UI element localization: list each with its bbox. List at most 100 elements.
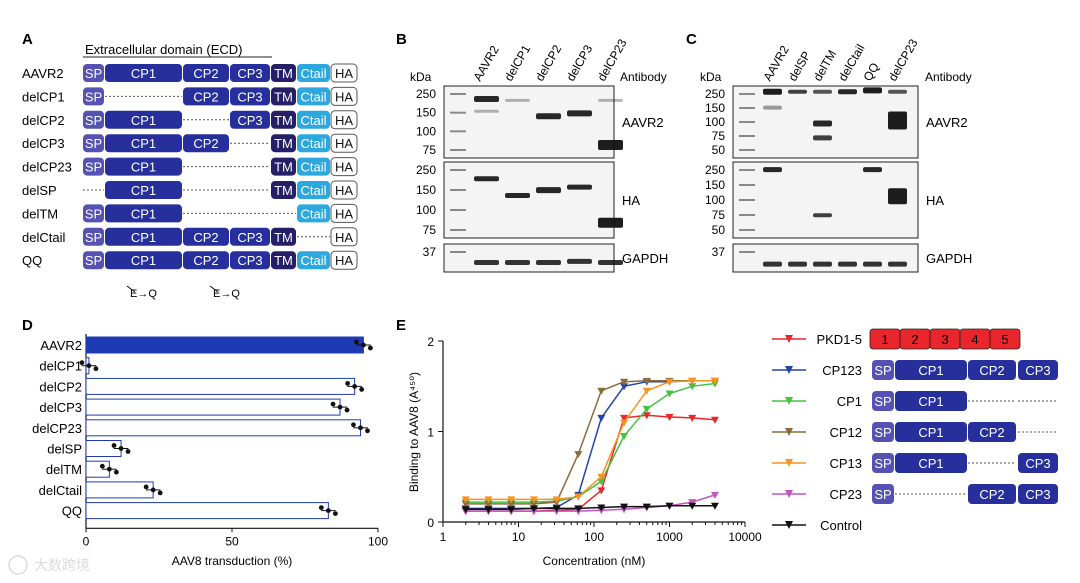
- replicate-dot: [111, 443, 117, 448]
- transduction-chart: 0 50 100 AAVR2 delCP1 delCP2 delCP3 delCP23 delS…: [32, 334, 388, 548]
- protein-band: [813, 89, 832, 94]
- data-point: [688, 499, 697, 507]
- blot-membrane: [732, 243, 919, 273]
- domain-ha-label: HA: [335, 160, 353, 175]
- legend-marker: [785, 490, 793, 498]
- blot-GAPDH: GAPDH 37: [423, 243, 668, 273]
- legend-domain: [1018, 484, 1058, 504]
- legend-domain-label: SP: [874, 363, 891, 378]
- domain-cp2: [183, 64, 229, 82]
- domain-cp1: [105, 64, 182, 82]
- replicate-dot: [344, 407, 350, 413]
- domain-cp2-label: CP2: [193, 253, 218, 268]
- domain-ha-label: HA: [335, 230, 353, 245]
- data-point: [597, 478, 606, 486]
- mw-marker: 150: [416, 183, 436, 197]
- domain-cp2: [183, 134, 229, 153]
- domain-sp-label: SP: [85, 66, 102, 81]
- data-point: [507, 506, 516, 514]
- legend-label: CP12: [829, 425, 862, 440]
- domain-cp1: [105, 181, 182, 199]
- lane-label-delTM: delTM: [810, 48, 839, 84]
- data-point: [597, 473, 606, 481]
- data-point: [710, 377, 719, 385]
- y-tick-label: 0: [427, 516, 434, 530]
- construct-name: delCP3: [22, 136, 65, 151]
- bar-AAVR2: [85, 336, 364, 354]
- series-line: [465, 380, 715, 501]
- legend-marker: [785, 397, 793, 405]
- blot-antibody-label: GAPDH: [622, 251, 668, 266]
- protein-band: [788, 261, 807, 267]
- data-point: [552, 505, 561, 513]
- blot-antibody-label: HA: [622, 193, 640, 208]
- replicate-dot: [332, 511, 338, 516]
- pkd-domain-label: 4: [971, 332, 978, 347]
- replicate-dot: [345, 381, 351, 386]
- domain-ctail: [297, 64, 330, 82]
- data-point: [642, 503, 651, 511]
- domain-ha: [330, 86, 358, 106]
- replicate-dot: [330, 401, 336, 407]
- construct-row-delCP3: delCP3 SP CP1 CP2 TM Ctail HA: [22, 133, 358, 153]
- domain-ha: [330, 133, 358, 153]
- protein-band: [474, 259, 499, 265]
- replicate-dot: [113, 469, 119, 475]
- domain-ha-label: HA: [335, 206, 353, 221]
- legend-domain: [872, 360, 894, 380]
- legend-label: CP13: [829, 456, 862, 471]
- mw-marker: 75: [423, 223, 437, 237]
- protein-band: [474, 176, 499, 182]
- protein-band: [505, 98, 530, 102]
- series-CP123: [461, 377, 719, 513]
- data-point: [507, 500, 516, 508]
- domain-sp-label: SP: [85, 206, 102, 221]
- protein-band: [505, 192, 530, 198]
- pkd-domain-label: 1: [881, 332, 888, 347]
- domain-cp2-label: CP2: [193, 230, 218, 245]
- domain-ctail: [297, 181, 330, 199]
- x-tick-label: 1: [440, 530, 447, 544]
- protein-band: [567, 184, 592, 190]
- data-point: [665, 378, 674, 386]
- protein-band: [598, 259, 623, 265]
- blot-antibody-label: AAVR2: [622, 115, 664, 130]
- domain-cp1-label: CP1: [131, 136, 156, 151]
- x-tick-label: 0: [83, 534, 90, 548]
- legend-domain-label: CP2: [979, 363, 1004, 378]
- domain-cp3-label: CP3: [237, 89, 262, 104]
- legend-domain: [968, 360, 1016, 380]
- panel-b-lanes: AAVR2 delCP1 delCP2 delCP3 delCP23: [470, 36, 629, 83]
- panel-b-blots: AAVR2 250 150 100 75 HA 250 150 100 75 GAPDH 37: [416, 85, 668, 273]
- blot-membrane: [443, 85, 615, 159]
- watermark-text: 大数跨境: [34, 557, 90, 573]
- panel-e-label: E: [396, 317, 406, 334]
- mw-marker: 75: [423, 143, 437, 157]
- data-point: [507, 496, 516, 504]
- protein-band: [813, 261, 832, 267]
- panel-d-label: D: [22, 317, 33, 334]
- legend-item-CP12: CP12 SP CP1 CP2: [772, 422, 1058, 442]
- legend-marker: [785, 428, 793, 436]
- bar-category-label: delCP1: [39, 359, 82, 374]
- construct-row-delCtail: delCtail SP CP1 CP2 CP3 TM HA: [22, 227, 358, 247]
- protein-band: [863, 167, 882, 173]
- domain-sp-label: SP: [85, 230, 102, 245]
- domain-sp-label: SP: [85, 160, 102, 175]
- domain-cp1-label: CP1: [131, 206, 156, 221]
- protein-band: [567, 258, 592, 264]
- mw-marker: 250: [705, 87, 725, 101]
- legend-marker: [785, 335, 793, 343]
- protein-band: [536, 113, 561, 120]
- replicate-dot: [318, 505, 324, 510]
- bar-category-label: delCP3: [39, 400, 82, 415]
- x-tick-label: 10000: [728, 530, 762, 544]
- domain-rows: AAVR2 SP CP1 CP2 CP3 TM Ctail HA delCP1 SP CP2 CP3 T…: [22, 63, 358, 270]
- data-point: [688, 383, 697, 391]
- lane-label-delSP: delSP: [785, 49, 813, 84]
- protein-band: [813, 135, 832, 141]
